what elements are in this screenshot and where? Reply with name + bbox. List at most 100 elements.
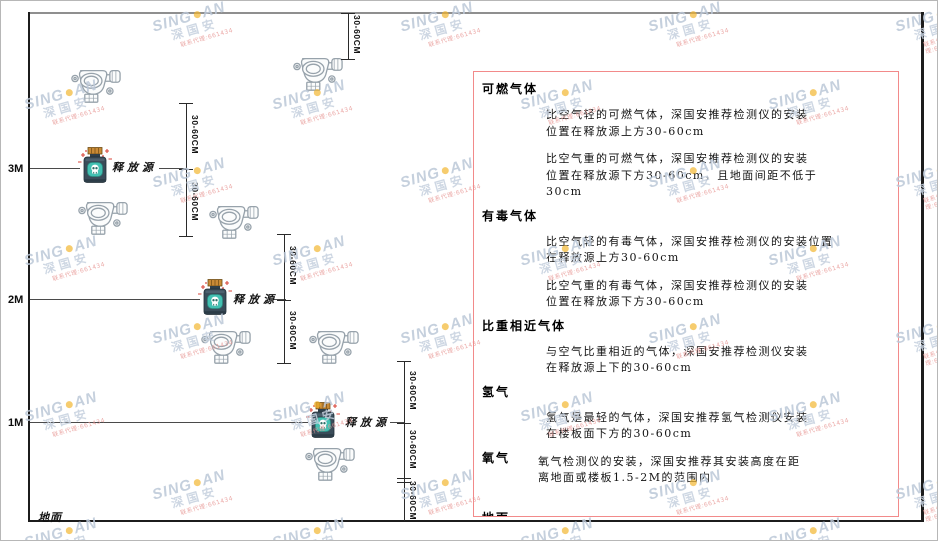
release-source-icon <box>198 278 232 323</box>
reference-line <box>274 299 286 300</box>
watermark-cjk: 深国安 <box>289 250 340 277</box>
watermark-cjk: 深国安 <box>41 406 92 433</box>
dimension-tick <box>277 300 291 301</box>
dimension-line <box>284 234 285 363</box>
dimension-label: 30-60CM <box>288 246 298 286</box>
gas-detector-icon <box>303 444 355 487</box>
reference-line <box>30 168 80 169</box>
height-label-1m: 1M <box>8 417 24 429</box>
release-source-label: 释放源 <box>233 293 278 306</box>
gas-detector-art <box>78 201 128 235</box>
watermark-brand-right: AN <box>199 0 228 22</box>
watermark-dot-icon <box>440 322 450 332</box>
dimension-tick <box>397 361 411 362</box>
watermark-cjk: 深国安 <box>665 16 716 43</box>
watermark-dot-icon <box>440 166 450 176</box>
dimension-tick <box>397 482 411 483</box>
watermark-brand-left: SING <box>398 476 443 504</box>
gas-detector-icon <box>207 202 259 245</box>
ground-line <box>28 520 924 522</box>
gas-detector-icon <box>69 66 121 109</box>
info-panel: 可燃气体 比空气轻的可燃气体，深国安推荐检测仪的安装 位置在释放源上方30-60c… <box>473 71 899 517</box>
left-wall-line <box>28 12 30 522</box>
gas-detector-icon <box>199 327 251 370</box>
watermark-subtext: 联系代理:661434 <box>51 417 106 439</box>
watermark-subtext: 联系代理:661434 <box>299 261 354 283</box>
panel-section: 地面检测仪地面间距，深国安推荐在30-60cm，且不得 小于30cm，因为过低容… <box>482 511 886 517</box>
watermark-subtext: 联系代理:661434 <box>922 192 938 212</box>
right-wall-line <box>921 12 924 522</box>
watermark-brand-right: AN <box>815 514 844 538</box>
watermark-brand-left: SING <box>398 164 443 192</box>
dimension-tick <box>179 103 193 104</box>
gas-detector-art <box>309 330 359 364</box>
dimension-label: 30-60CM <box>190 115 200 155</box>
panel-paragraph: 比空气重的有毒气体，深国安推荐检测仪的安装 位置在释放源下方30-60cm <box>546 278 809 309</box>
watermark-brand-left: SING <box>270 524 315 541</box>
watermark-dot-icon <box>64 400 74 410</box>
gas-detector-art <box>71 69 121 103</box>
panel-heading: 可燃气体 <box>482 82 539 96</box>
watermark-subtext: 联系代理:661434 <box>922 504 938 524</box>
dimension-tick <box>277 234 291 235</box>
watermark-dot-icon <box>64 244 74 254</box>
release-source-icon <box>78 146 112 191</box>
watermark-subtext: 联系代理:661434 <box>51 261 106 283</box>
watermark-cjk: 深国安 <box>912 484 938 511</box>
dimension-line <box>348 13 349 59</box>
panel-paragraph: 比空气轻的可燃气体，深国安推荐检测仪的安装 位置在释放源上方30-60cm <box>546 108 809 138</box>
watermark-subtext: 联系代理:661434 <box>922 348 938 368</box>
watermark-brand-right: AN <box>319 514 348 538</box>
watermark-brand-right: AN <box>447 0 476 22</box>
reference-line <box>390 422 405 423</box>
dimension-tick <box>277 363 291 364</box>
reference-line <box>30 299 200 300</box>
watermark-cjk: 深国安 <box>169 172 220 199</box>
watermark-brand-left: SING <box>518 524 563 541</box>
watermark-brand-right: AN <box>71 514 100 538</box>
panel-heading: 比重相近气体 <box>482 318 567 333</box>
watermark-cjk: 深国安 <box>786 530 848 540</box>
watermark-cjk: 深国安 <box>912 328 938 355</box>
watermark-brand-left: SING <box>893 476 938 504</box>
dimension-tick <box>179 169 193 170</box>
panel-section: 可燃气体 比空气轻的可燃气体，深国安推荐检测仪的安装 位置在释放源上方30-60c… <box>482 82 886 201</box>
watermark-cjk: 深国安 <box>42 530 104 540</box>
watermark-dot-icon <box>808 526 818 536</box>
watermark-cjk: 深国安 <box>169 484 220 511</box>
gas-detector-art <box>305 447 355 481</box>
watermark-brand-right: AN <box>199 154 228 178</box>
release-source-art <box>198 279 232 315</box>
dimension-tick <box>397 423 411 424</box>
height-label-3m: 3M <box>8 163 24 175</box>
watermark-cjk: 深国安 <box>169 16 220 43</box>
gas-detector-icon <box>76 198 128 241</box>
watermark-brand-left: SING <box>150 476 195 504</box>
release-source-art <box>78 147 112 183</box>
watermark-dot-icon <box>312 244 322 254</box>
watermark-brand-left: SING <box>398 320 443 348</box>
reference-line <box>30 422 308 423</box>
watermark-cjk: 深国安 <box>912 172 938 199</box>
gas-detector-art <box>293 57 343 91</box>
watermark-brand-right: AN <box>71 388 100 412</box>
gas-detector-icon <box>291 54 343 97</box>
dimension-label: 30-60CM <box>408 430 418 470</box>
watermark-subtext: 联系代理:661434 <box>179 495 234 517</box>
watermark-cjk: 深国安 <box>417 328 468 355</box>
watermark-brand-right: AN <box>447 466 476 490</box>
dimension-tick <box>397 478 411 479</box>
dimension-label: 30-60CM <box>408 371 418 411</box>
